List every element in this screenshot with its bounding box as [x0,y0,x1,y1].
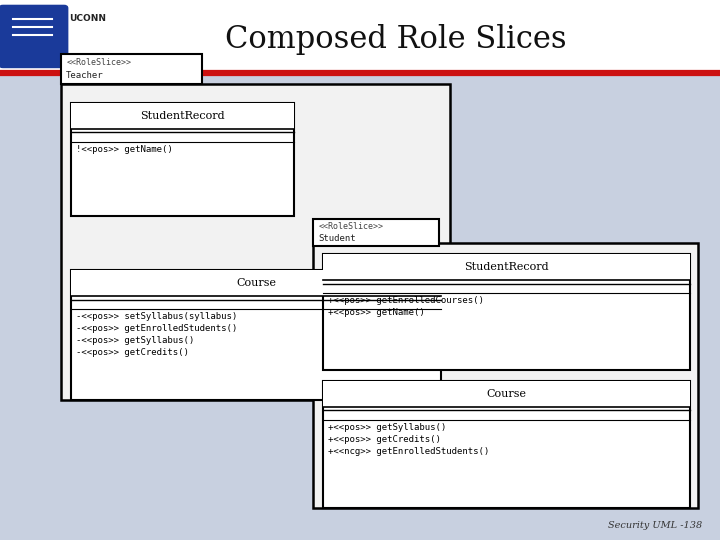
Text: -<<pos>> setSyllabus(syllabus): -<<pos>> setSyllabus(syllabus) [76,312,238,321]
Bar [71,270,441,400]
Bar [71,103,294,216]
Bar [313,219,439,246]
Bar [323,254,690,370]
Bar [71,103,294,129]
Text: +<<ncg>> getEnrolledStudents(): +<<ncg>> getEnrolledStudents() [328,447,490,456]
Bar [313,243,698,508]
Text: +<<pos>> getCredits(): +<<pos>> getCredits() [328,435,441,444]
Text: -<<pos>> getEnrolledStudents(): -<<pos>> getEnrolledStudents() [76,324,238,333]
Text: Course: Course [486,389,526,399]
Bar [61,54,202,84]
Bar [323,381,690,508]
Text: StudentRecord: StudentRecord [140,111,225,120]
Bar [71,270,441,296]
Text: Student: Student [318,234,356,242]
Text: +<<pos>> getEnrolledCourses(): +<<pos>> getEnrolledCourses() [328,296,484,305]
Text: -<<pos>> getSyllabus(): -<<pos>> getSyllabus() [76,336,194,345]
Text: Composed Role Slices: Composed Role Slices [225,24,567,56]
Bar [61,84,450,400]
Text: +<<pos>> getSyllabus(): +<<pos>> getSyllabus() [328,423,446,432]
Bar [0,0,720,70]
Text: Course: Course [236,278,276,288]
Text: <<RoleSlice>>: <<RoleSlice>> [318,222,383,231]
Text: Security UML -138: Security UML -138 [608,521,702,530]
Text: !<<pos>> getName(): !<<pos>> getName() [76,145,173,154]
Text: UCONN: UCONN [69,15,106,23]
Text: -<<pos>> getCredits(): -<<pos>> getCredits() [76,348,189,357]
Text: Teacher: Teacher [66,71,104,80]
Bar [323,254,690,280]
Bar [323,381,690,407]
Text: +<<pos>> getName(): +<<pos>> getName() [328,308,425,317]
Text: <<RoleSlice>>: <<RoleSlice>> [66,58,131,67]
FancyBboxPatch shape [0,5,68,68]
Text: StudentRecord: StudentRecord [464,262,549,272]
